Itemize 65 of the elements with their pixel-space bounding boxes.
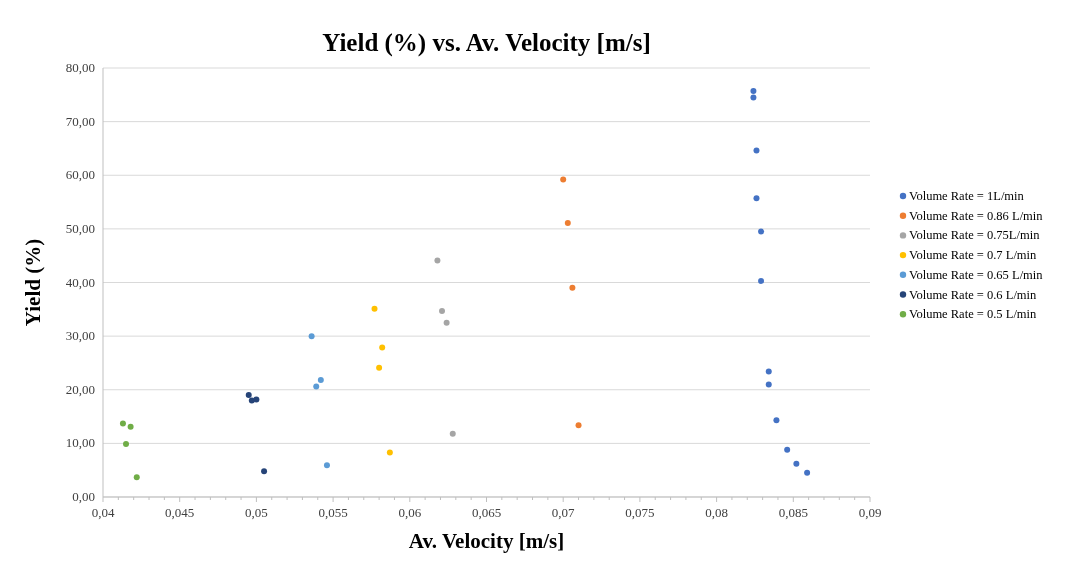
- y-tick-label: 70,00: [65, 113, 95, 129]
- x-axis-title: Av. Velocity [m/s]: [408, 529, 565, 553]
- y-tick-label: 30,00: [65, 328, 95, 344]
- x-tick-label: 0,06: [398, 505, 422, 520]
- legend-label: Volume Rate = 1L/min: [909, 189, 1025, 203]
- point: [758, 228, 765, 235]
- point: [371, 305, 378, 312]
- point: [379, 344, 386, 351]
- point: [119, 420, 126, 427]
- legend-label: Volume Rate = 0.7 L/min: [909, 248, 1038, 263]
- point: [434, 257, 441, 264]
- point: [750, 94, 757, 101]
- x-tick-label: 0,045: [165, 505, 195, 520]
- point: [123, 440, 130, 447]
- point: [386, 449, 393, 456]
- legend-label: Volume Rate = 0.86 L/min: [909, 208, 1044, 223]
- point: [804, 469, 811, 476]
- point: [261, 468, 268, 475]
- point: [127, 423, 134, 430]
- point: [750, 88, 757, 95]
- y-tick-label: 80,00: [65, 60, 95, 75]
- x-tick-label: 0,04: [91, 505, 115, 520]
- point: [564, 219, 571, 226]
- y-tick-label: 20,00: [65, 381, 95, 397]
- legend-label: Volume Rate = 0.75L/min: [909, 228, 1041, 243]
- point: [245, 392, 252, 399]
- point: [313, 383, 320, 390]
- x-tick-label: 0,08: [705, 505, 728, 520]
- point: [317, 377, 324, 384]
- legend-label: Volume Rate = 0.6 L/min: [909, 287, 1038, 302]
- y-tick-label: 50,00: [65, 220, 95, 236]
- point: [765, 381, 772, 388]
- point: [439, 307, 446, 314]
- point: [758, 277, 765, 284]
- y-tick-label: 0,00: [72, 489, 95, 504]
- point: [323, 462, 330, 469]
- y-axis-title: Yield (%): [21, 238, 45, 327]
- y-tick-label: 10,00: [65, 435, 95, 451]
- point: [449, 430, 456, 437]
- y-tick-label: 40,00: [65, 274, 95, 290]
- point: [443, 319, 450, 326]
- point: [575, 422, 582, 429]
- point: [133, 474, 140, 481]
- point: [765, 368, 772, 375]
- legend-label: Volume Rate = 0.5 L/min: [909, 307, 1038, 322]
- x-tick-label: 0,075: [625, 505, 655, 520]
- x-tick-label: 0,055: [318, 505, 348, 520]
- point: [560, 176, 567, 183]
- x-tick-label: 0,07: [551, 505, 576, 520]
- point: [376, 364, 383, 371]
- point: [569, 284, 576, 291]
- y-tick-label: 60,00: [65, 167, 95, 183]
- x-tick-label: 0,065: [471, 505, 502, 520]
- chart-title: Yield (%) vs. Av. Velocity [m/s]: [322, 29, 651, 57]
- x-tick-label: 0,05: [245, 505, 268, 520]
- point: [793, 460, 800, 467]
- x-tick-label: 0,09: [858, 505, 882, 520]
- point: [784, 446, 791, 453]
- point: [773, 417, 780, 424]
- point: [753, 195, 760, 202]
- x-tick-label: 0,085: [778, 505, 808, 520]
- legend-label: Volume Rate = 0.65 L/min: [909, 267, 1044, 282]
- point: [253, 396, 260, 403]
- point: [308, 333, 315, 340]
- point: [753, 147, 760, 154]
